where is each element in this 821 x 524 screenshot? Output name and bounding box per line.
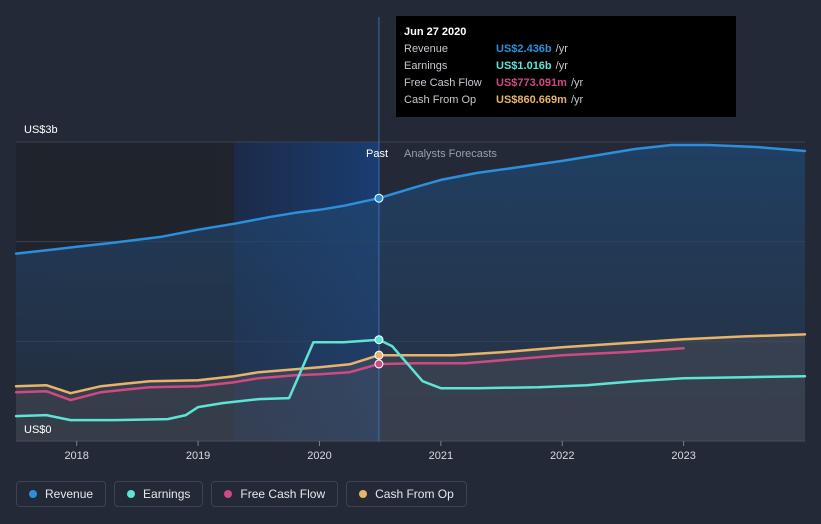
tooltip-background [396,16,736,117]
cfo-marker [374,350,384,360]
tooltip-value-1: US$1.016b [496,60,552,72]
chart-canvas: 2018 2019 2020 2021 2022 2023 US$3b US$0 Past… [14,16,807,462]
revenue-area [16,145,805,441]
legend-item-free-cash-flow[interactable]: Free Cash Flow [211,481,339,507]
tooltip-unit-2: /yr [571,77,584,89]
legend-label-earnings: Earnings [143,487,191,501]
y-axis-bottom-label: US$0 [24,424,52,436]
fcf-legend-dot [224,490,233,498]
tooltip-label-3: Cash From Op [404,94,476,106]
fcf-marker [374,359,384,369]
x-tick-label-2020: 2020 [307,450,331,462]
legend: Revenue Earnings Free Cash Flow Cash Fro… [16,481,467,509]
legend-item-cash-from-op[interactable]: Cash From Op [346,481,467,507]
cfo-line [14,333,807,395]
forecast-region-label: Analysts Forecasts [404,148,497,160]
cfo-area [16,334,805,441]
cfo-legend-dot [359,490,368,498]
x-tick-label-2021: 2021 [429,450,453,462]
tooltip-label-0: Revenue [404,43,448,55]
earnings-marker [374,335,384,345]
x-tick-label-2018: 2018 [64,450,88,462]
fcf-line [14,347,685,402]
tooltip-label-1: Earnings [404,60,448,72]
past-region-label: Past [366,148,388,160]
tooltip-value-0: US$2.436b [496,43,552,55]
tooltip-unit-3: /yr [571,94,584,106]
tooltip-value-2: US$773.091m [496,77,567,89]
earnings-line [14,338,807,422]
tooltip-date: Jun 27 2020 [404,26,466,38]
legend-item-revenue[interactable]: Revenue [16,481,107,507]
legend-item-earnings[interactable]: Earnings [114,481,204,507]
legend-label-revenue: Revenue [45,487,94,501]
earnings-legend-dot [127,490,136,498]
legend-label-free-cash-flow: Free Cash Flow [240,487,326,501]
y-axis-top-label: US$3b [24,124,58,136]
x-tick-label-2023: 2023 [671,450,695,462]
legend-label-cash-from-op: Cash From Op [375,487,454,501]
x-tick-label-2019: 2019 [186,450,210,462]
tooltip-unit-0: /yr [556,43,569,55]
revenue-marker [374,193,384,203]
revenue-legend-dot [29,490,37,498]
tooltip-label-2: Free Cash Flow [404,77,482,89]
tooltip-unit-1: /yr [556,60,569,72]
tooltip: Jun 27 2020 Revenue US$2.436b/yr Earnings U… [396,16,736,117]
tooltip-value-3: US$860.669m [496,94,567,106]
x-tick-label-2022: 2022 [550,450,574,462]
